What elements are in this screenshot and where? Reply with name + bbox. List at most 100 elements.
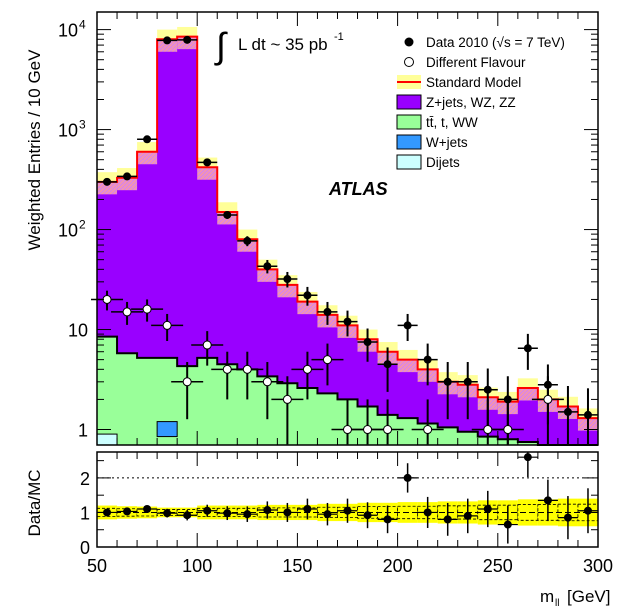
ratio-point [543,496,552,505]
legend-label: tt̄, t, WW [426,115,478,130]
x-tick-label: 250 [483,556,513,576]
ratio-x-ticks: 50 100 150 200 250 300 [87,452,613,576]
dijets-bar [96,433,118,446]
ratio-point [203,506,212,515]
data-point [443,377,452,386]
ratio-point [563,513,572,522]
diff-flavour-point [182,377,192,387]
diff-flavour-point [102,294,112,304]
legend-marker [404,57,414,67]
wjets-bar [156,421,178,438]
hatch-band-bin [117,177,138,191]
data-point [483,385,492,394]
data-point [303,291,312,300]
data-point [183,35,192,44]
data-point [583,410,592,419]
hatch-band-bin [397,359,418,373]
stack-fills [96,26,598,446]
legend-marker [404,37,414,47]
legend-label: Standard Model [426,75,521,90]
legend-label: Z+jets, WZ, ZZ [426,95,516,110]
y-tick-exponent: 2 [79,218,86,232]
y-tick-label: 10 [58,21,78,41]
data-point [103,177,112,186]
legend-swatch [396,134,422,150]
ratio-point [123,507,132,516]
diff-flavour-point [282,394,292,404]
data-point [503,395,512,404]
zjets-fill [97,36,598,446]
ratio-y-axis-label: Data/MC [25,469,44,536]
integral-symbol: ∫ [214,25,228,66]
diff-flavour-point [122,307,132,317]
main-frame [96,11,599,446]
y-tick-exponent: 3 [79,118,86,132]
diff-flavour-point [262,377,272,387]
ratio-y-tick-label: 1 [80,503,90,523]
integral-exponent: -1 [334,31,344,43]
legend-swatch [396,154,422,170]
data-point [343,317,352,326]
data-point [203,158,212,167]
ratio-point [263,506,272,515]
x-tick-label: 100 [182,556,212,576]
hatch-band-bin [137,151,158,165]
data-point [143,135,152,144]
data-point [423,355,432,364]
legend-item-zjets: Z+jets, WZ, ZZ [396,94,516,110]
diff-flavour-point [302,364,312,374]
data-point [263,262,272,271]
ratio-points [97,452,598,544]
diff-flavour-point [142,304,152,314]
top-fill [97,336,598,445]
ratio-point [303,505,312,513]
legend-label: Data 2010 (√s = 7 TeV) [426,35,565,50]
diff-flavour-point [503,425,513,435]
data-point [283,275,292,284]
legend: Data 2010 (√s = 7 TeV) Different Flavour S… [396,35,565,170]
x-axis-label-m: m [540,587,554,606]
diff-flavour-point [423,425,433,435]
y-tick-label: 10 [68,321,88,341]
ratio-point [283,508,292,517]
y-tick-label: 10 [58,121,78,141]
ratio-frame [96,451,599,548]
ratio-point [183,511,192,520]
x-axis-label: m ll [GeV] [540,587,610,609]
legend-item-diff_flavour: Different Flavour [404,55,526,70]
legend-item-wjets: W+jets [396,134,468,150]
y-tick-label: 10 [58,221,78,241]
ratio-point [423,508,432,517]
ratio-point [143,505,152,513]
data-point [223,210,232,219]
x-tick-label: 300 [583,556,613,576]
ratio-panel: 0 1 2 50 100 150 200 250 300 [80,451,613,576]
luminosity-annotation: ∫ L dt ~ 35 pb -1 [214,25,344,66]
ratio-y-tick-label: 2 [80,469,90,489]
ratio-band-bin [517,499,538,526]
data-point [543,380,552,389]
diff-flavour-point [242,364,252,374]
hatch-band-bin [257,269,278,282]
y-tick-label: 1 [78,421,88,441]
diff-flavour-point [202,340,212,350]
data-error-bars [91,39,598,445]
main-y-axis-label: Weighted Entries / 10 GeV [25,49,44,251]
ratio-point [403,473,412,482]
diff-flavour-point [383,425,393,435]
x-tick-label: 150 [282,556,312,576]
legend-item-top: tt̄, t, WW [396,114,478,130]
legend-item-dijets: Dijets [396,154,460,170]
diff-flavour-point [543,394,553,404]
ratio-reference-lines [97,477,598,513]
main-x-ticks [96,12,599,445]
data-point [383,360,392,369]
data-point [523,344,532,353]
diff-flavour-point [222,364,232,374]
diff-flavour-point [162,320,172,330]
data-point [243,236,252,245]
x-axis-label-unit: [GeV] [567,587,610,606]
ratio-point [443,515,452,524]
data-point [403,321,412,330]
